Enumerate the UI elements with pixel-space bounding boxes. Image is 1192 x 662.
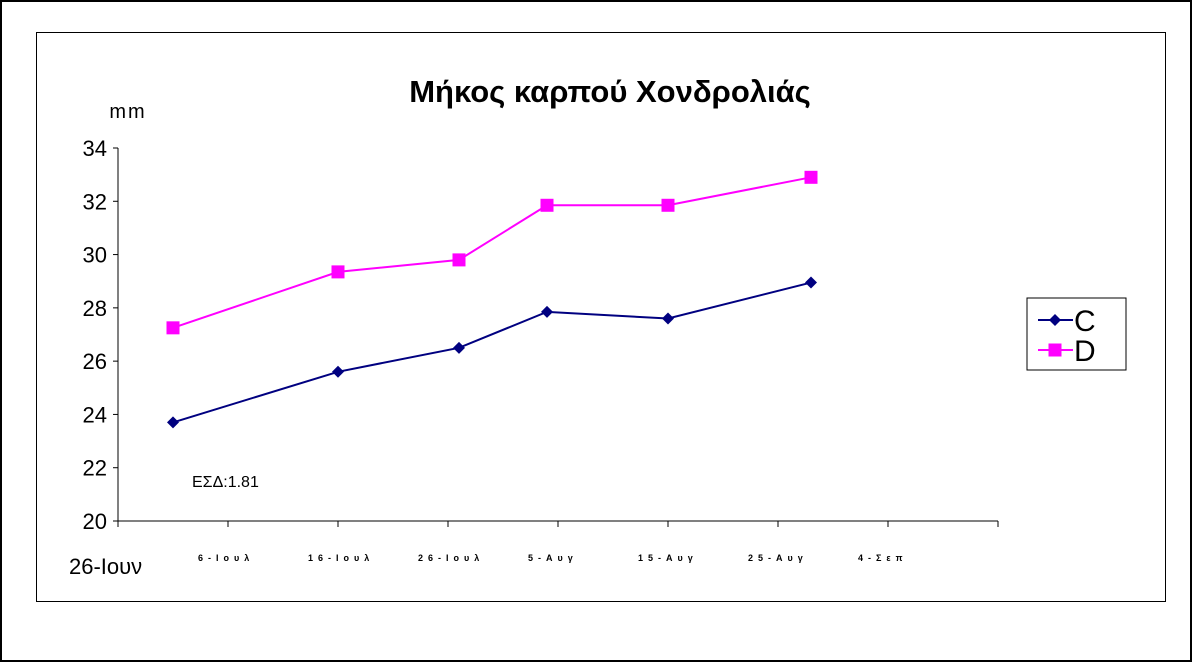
x-tick-label: 25-Αυγ <box>748 553 808 563</box>
esd-annotation: ΕΣΔ:1.81 <box>192 474 259 491</box>
x-first-label: 26-Ιουν <box>69 554 142 579</box>
y-axis-label: mm <box>109 101 146 123</box>
data-point-D <box>166 321 180 335</box>
data-point-C <box>541 305 553 318</box>
data-point-D <box>540 198 554 212</box>
y-tick-label: 34 <box>83 136 107 161</box>
x-tick-label: 6-Ιουλ <box>198 553 254 563</box>
data-point-C <box>167 416 179 429</box>
data-point-C <box>332 365 344 378</box>
y-tick-label: 28 <box>83 296 107 321</box>
legend-label-D: D <box>1074 335 1096 368</box>
data-point-D <box>331 265 345 279</box>
data-point-C <box>453 341 465 354</box>
y-tick-label: 20 <box>83 509 107 534</box>
x-tick-label: 16-Ιουλ <box>308 553 374 563</box>
legend: CD <box>1026 297 1127 371</box>
data-point-D <box>661 198 675 212</box>
data-point-C <box>805 276 817 289</box>
data-point-C <box>662 312 674 325</box>
chart-area <box>36 32 1166 602</box>
y-tick-label: 32 <box>83 189 107 214</box>
axes: 20 22 24 26 28 30 32 34 6-Ιουλ 16-Ιουλ 26-Ιουλ 5-Αυ… <box>83 136 999 563</box>
legend-label-C: C <box>1074 305 1096 338</box>
series-D <box>166 170 818 335</box>
y-tick-label: 22 <box>83 456 107 481</box>
y-tick-label: 30 <box>83 243 107 268</box>
legend-marker-C <box>1049 314 1061 326</box>
x-tick-label: 5-Αυγ <box>528 553 578 563</box>
chart-title: Μήκος καρπού Χονδρολιάς <box>409 74 811 109</box>
x-tick-label: 26-Ιουλ <box>418 553 484 563</box>
series-line-D <box>172 176 812 329</box>
series-layer <box>166 170 818 429</box>
y-tick-label: 26 <box>83 349 107 374</box>
series-C <box>167 276 817 429</box>
data-point-D <box>804 170 818 184</box>
legend-marker-D <box>1048 343 1062 357</box>
series-line-C <box>172 281 812 424</box>
y-tick-label: 24 <box>83 402 107 427</box>
x-tick-label: 4-Σεπ <box>858 553 908 563</box>
x-tick-label: 15-Αυγ <box>638 553 698 563</box>
legend-box <box>1026 297 1127 371</box>
data-point-D <box>452 253 466 267</box>
